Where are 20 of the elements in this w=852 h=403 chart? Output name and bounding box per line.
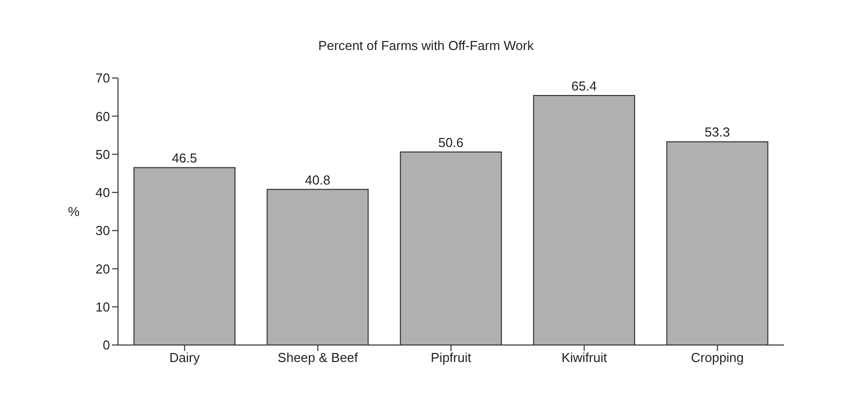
data-label: 50.6 xyxy=(438,134,464,150)
data-label: 40.8 xyxy=(305,172,330,188)
y-tick-label: 0 xyxy=(102,338,110,353)
x-tick-label: Sheep & Beef xyxy=(278,350,358,366)
y-tick-label: 20 xyxy=(96,261,110,276)
y-tick-label: 30 xyxy=(96,223,110,238)
x-tick-label: Cropping xyxy=(691,350,744,366)
y-tick-label: 70 xyxy=(96,70,110,86)
x-tick-label: Pipfruit xyxy=(430,350,472,366)
y-axis-title: % xyxy=(68,204,80,220)
y-tick-label: 40 xyxy=(96,185,110,200)
y-tick-label: 50 xyxy=(96,146,110,162)
data-label: 46.5 xyxy=(172,150,198,166)
x-tick-label: Dairy xyxy=(169,350,200,366)
x-tick-label: Kiwifruit xyxy=(561,350,608,366)
data-label: 65.4 xyxy=(571,78,597,94)
chart-title: Percent of Farms with Off-Farm Work xyxy=(317,37,535,55)
data-label: 53.3 xyxy=(704,124,730,140)
y-tick-label: 10 xyxy=(96,299,110,314)
y-tick-label: 60 xyxy=(96,108,110,124)
